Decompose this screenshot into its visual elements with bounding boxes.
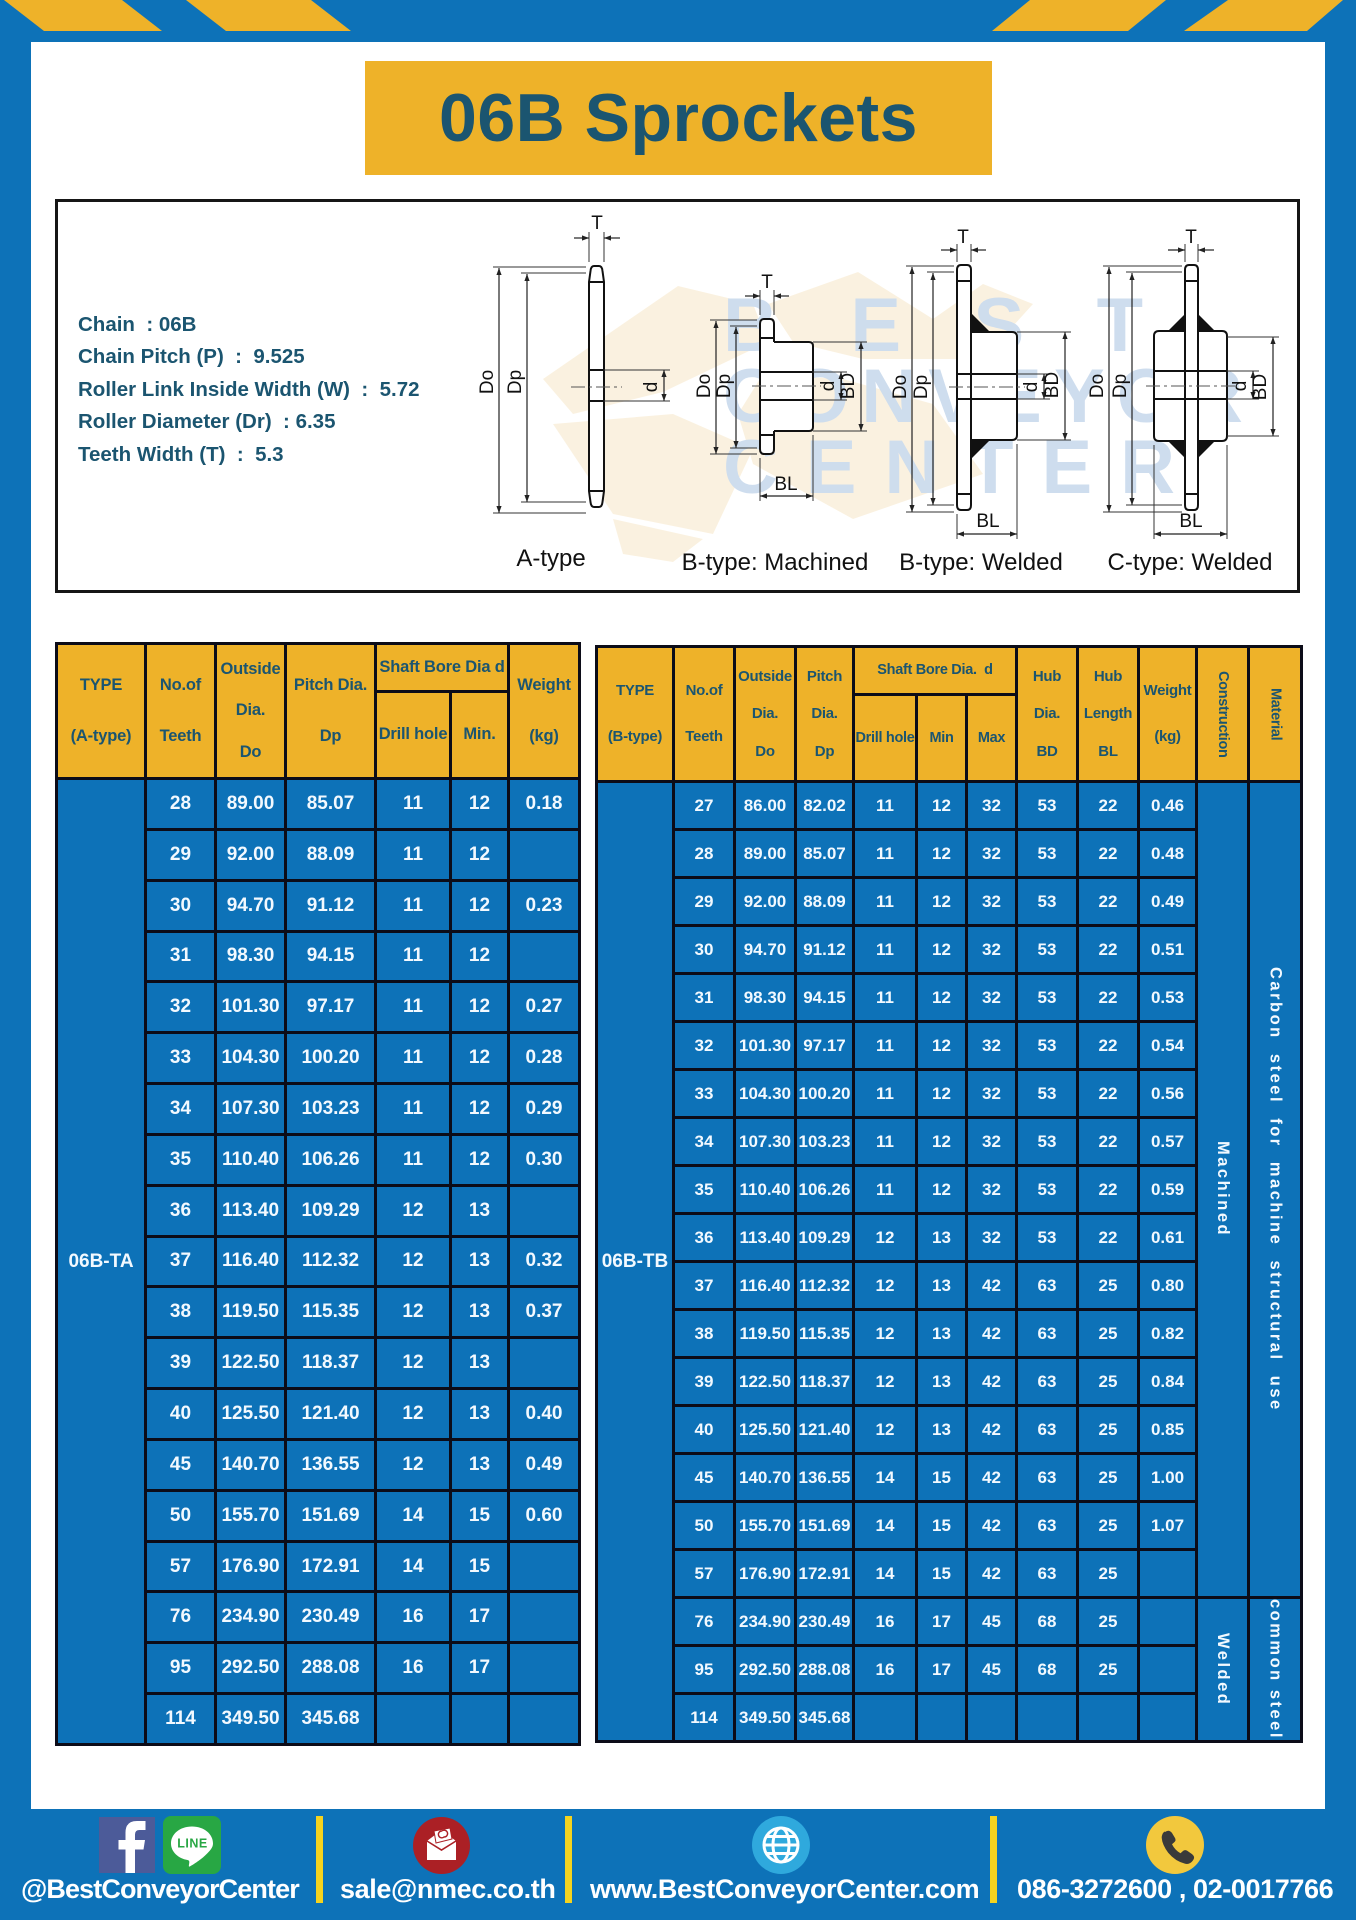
svg-text:T: T <box>591 213 603 234</box>
svg-text:Dp: Dp <box>1110 374 1131 398</box>
svg-text:A-type: A-type <box>516 545 585 572</box>
svg-text:BD: BD <box>838 373 859 399</box>
svg-text:T: T <box>957 227 969 248</box>
svg-text:C-type: Welded: C-type: Welded <box>1108 549 1273 576</box>
svg-text:BD: BD <box>1250 374 1271 400</box>
svg-text:Do: Do <box>890 375 911 399</box>
svg-text:d: d <box>1021 382 1042 393</box>
svg-text:LINE: LINE <box>177 1837 207 1851</box>
svg-text:Do: Do <box>694 374 715 398</box>
svg-text:Dp: Dp <box>911 375 932 399</box>
svg-text:B-type: Machined: B-type: Machined <box>682 549 869 576</box>
svg-text:Dp: Dp <box>505 370 526 394</box>
svg-text:Do: Do <box>477 370 498 394</box>
svg-text:d: d <box>641 382 662 393</box>
svg-text:Do: Do <box>1087 374 1108 398</box>
svg-text:T: T <box>761 272 773 293</box>
svg-text:BD: BD <box>1042 372 1063 398</box>
svg-text:BL: BL <box>1179 511 1202 532</box>
svg-text:d: d <box>1230 381 1251 392</box>
svg-text:d: d <box>818 381 839 392</box>
svg-text:BL: BL <box>976 511 999 532</box>
svg-text:T: T <box>1185 227 1197 248</box>
svg-text:Dp: Dp <box>714 374 735 398</box>
svg-text:BL: BL <box>774 474 797 495</box>
svg-text:B-type: Welded: B-type: Welded <box>899 549 1063 576</box>
